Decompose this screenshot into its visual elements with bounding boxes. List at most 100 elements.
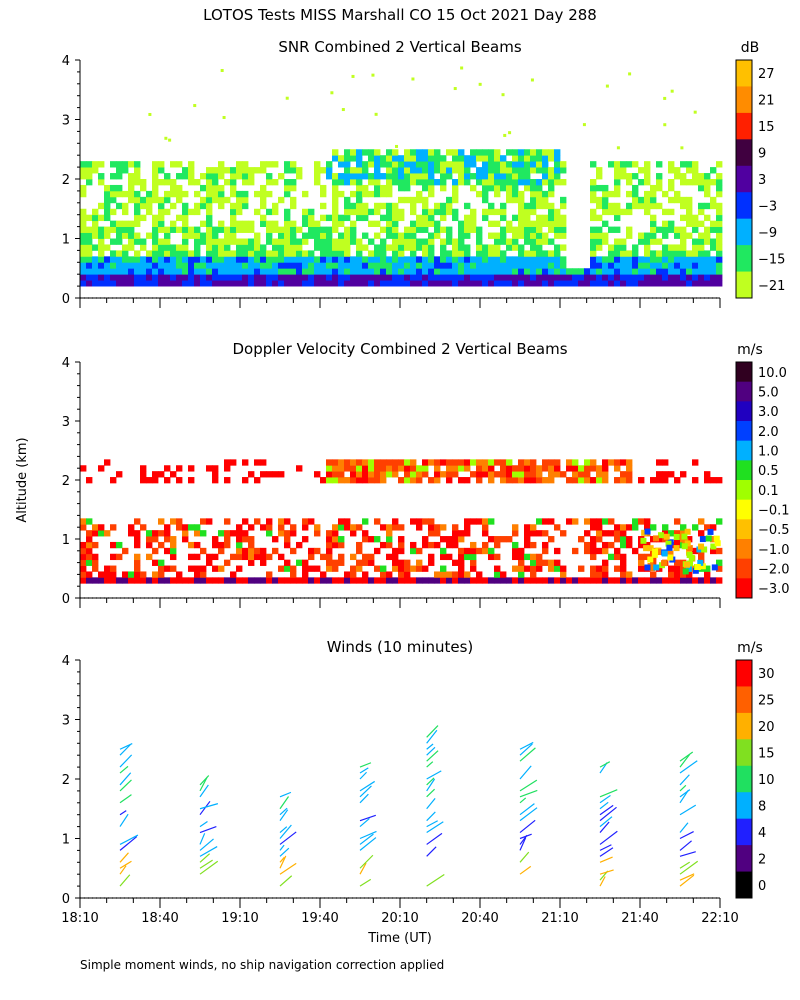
- snr-cell: [464, 268, 471, 275]
- snr-cell: [176, 184, 183, 192]
- snr-cell: [248, 220, 255, 227]
- snr-cell: [470, 256, 477, 263]
- snr-cell: [374, 244, 381, 251]
- doppler-cell: [716, 547, 723, 555]
- snr-cell: [98, 238, 105, 245]
- snr-cell: [380, 226, 387, 233]
- doppler-cell: [476, 518, 483, 525]
- snr-cell: [572, 280, 579, 287]
- colorbar-swatch: [736, 792, 752, 820]
- snr-cell: [416, 238, 423, 245]
- snr-cell: [440, 179, 447, 186]
- snr-cell: [548, 149, 555, 156]
- snr-cell: [152, 262, 159, 269]
- doppler-cell: [530, 524, 537, 531]
- snr-cell: [260, 250, 267, 257]
- snr-cell: [386, 167, 393, 174]
- doppler-cell: [518, 565, 525, 572]
- doppler-cell: [320, 477, 327, 484]
- doppler-cell: [398, 559, 405, 566]
- snr-cell: [392, 155, 399, 162]
- snr-cell: [92, 244, 99, 251]
- snr-cell: [236, 280, 243, 287]
- doppler-cell: [542, 459, 549, 466]
- snr-cell: [680, 232, 687, 239]
- wind-barb: [426, 770, 442, 780]
- snr-cell: [704, 280, 711, 287]
- doppler-cell: [542, 559, 549, 566]
- snr-cell: [344, 226, 351, 233]
- wind-barb: [599, 804, 614, 816]
- snr-cell: [284, 226, 291, 233]
- doppler-cell: [212, 577, 219, 584]
- snr-cell: [692, 226, 699, 233]
- doppler-cell: [560, 577, 567, 584]
- snr-cell: [536, 190, 543, 198]
- snr-cell: [164, 179, 171, 186]
- doppler-cell: [668, 530, 675, 537]
- snr-cell: [356, 208, 363, 216]
- snr-cell: [350, 274, 357, 281]
- snr-cell: [392, 262, 399, 269]
- doppler-cell: [626, 536, 633, 543]
- snr-cell: [686, 167, 693, 174]
- snr-cell: [428, 179, 435, 186]
- snr-cell: [428, 208, 435, 216]
- snr-cell: [128, 232, 135, 239]
- doppler-cell: [500, 471, 507, 478]
- snr-cell: [146, 208, 153, 216]
- doppler-cell: [692, 477, 699, 484]
- snr-cell: [626, 226, 633, 233]
- wind-barb: [426, 750, 439, 762]
- snr-cell: [314, 268, 321, 275]
- doppler-cell: [446, 471, 453, 478]
- snr-cell: [638, 196, 645, 204]
- snr-cell: [704, 262, 711, 269]
- snr-cell: [362, 173, 369, 180]
- doppler-cell: [212, 541, 219, 549]
- doppler-cell: [398, 459, 405, 466]
- doppler-cell: [488, 477, 495, 484]
- snr-cell: [500, 161, 507, 168]
- snr-cell: [662, 226, 669, 233]
- doppler-cell: [284, 518, 291, 525]
- doppler-cell: [200, 577, 207, 584]
- snr-cell: [470, 262, 477, 269]
- snr-cell: [476, 280, 483, 287]
- snr-cell: [500, 250, 507, 257]
- snr-cell: [422, 208, 429, 216]
- snr-cell: [350, 220, 357, 227]
- snr-cell: [320, 256, 327, 263]
- snr-cell: [524, 262, 531, 269]
- snr-cell: [404, 167, 411, 174]
- snr-cell: [686, 274, 693, 281]
- snr-cell: [398, 196, 405, 204]
- snr-cell: [416, 190, 423, 198]
- doppler-cell: [602, 547, 609, 555]
- snr-cell: [674, 226, 681, 233]
- snr-cell: [458, 232, 465, 239]
- snr-cell: [410, 226, 417, 233]
- snr-cell: [524, 149, 531, 156]
- snr-cell: [428, 268, 435, 275]
- snr-cell: [170, 256, 177, 263]
- snr-cell: [518, 280, 525, 287]
- doppler-cell: [470, 459, 477, 466]
- snr-cell: [356, 202, 363, 210]
- snr-cell: [464, 244, 471, 251]
- snr-cell: [356, 184, 363, 192]
- snr-cell: [650, 280, 657, 287]
- snr-cell: [560, 232, 567, 239]
- snr-cell: [170, 268, 177, 275]
- snr-cell: [314, 167, 321, 174]
- doppler-cell: [488, 536, 495, 543]
- snr-cell: [650, 196, 657, 204]
- doppler-cell: [266, 471, 273, 478]
- snr-cell: [662, 244, 669, 251]
- snr-cell: [410, 232, 417, 239]
- snr-cell: [326, 244, 333, 251]
- snr-cell: [92, 274, 99, 281]
- snr-cell: [644, 161, 651, 168]
- snr-cell: [158, 244, 165, 251]
- snr-cell: [104, 208, 111, 216]
